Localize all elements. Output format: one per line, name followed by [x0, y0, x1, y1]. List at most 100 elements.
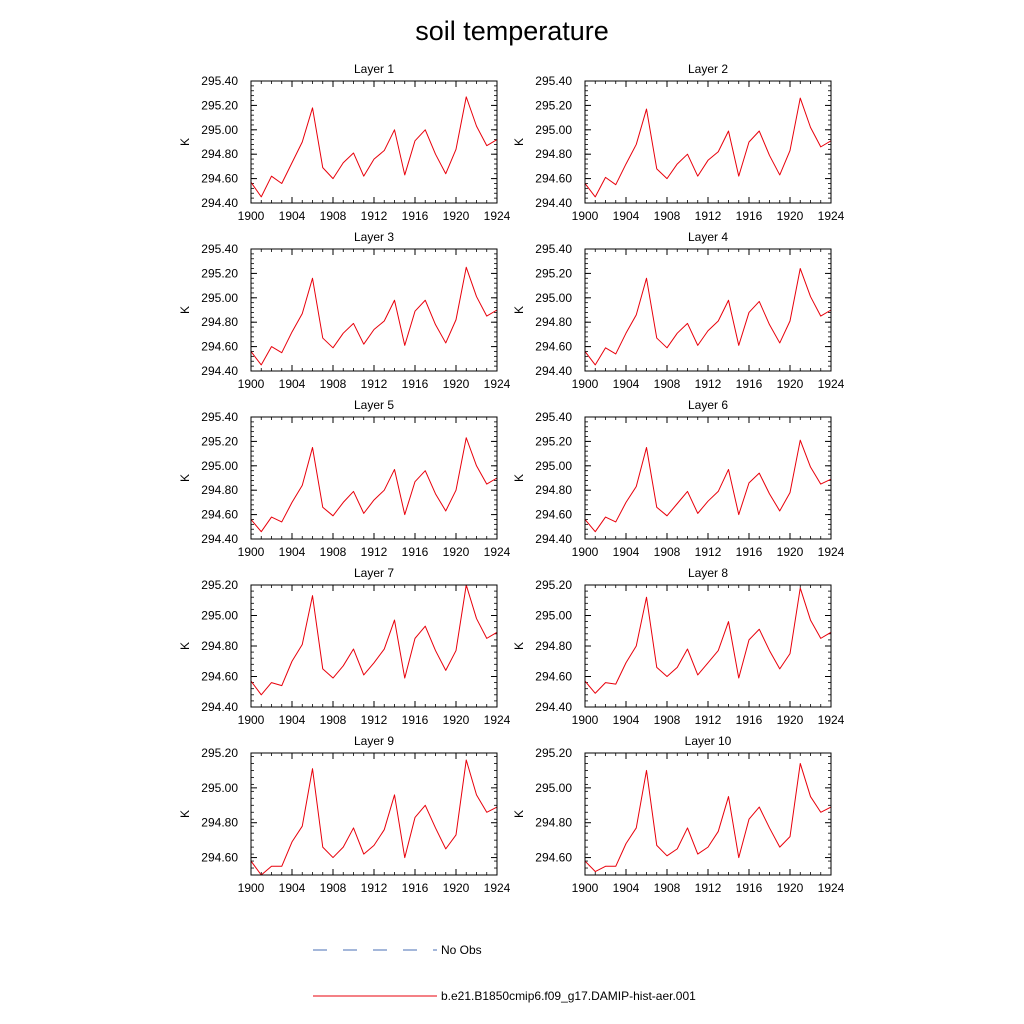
x-tick-label: 1916 — [402, 545, 429, 559]
y-tick-label: 294.60 — [535, 508, 572, 522]
x-tick-label: 1916 — [402, 881, 429, 895]
y-tick-label: 295.40 — [535, 410, 572, 424]
y-tick-label: 294.80 — [201, 147, 238, 161]
y-tick-label: 294.60 — [535, 340, 572, 354]
plot-frame — [250, 80, 498, 204]
y-tick-label: 294.80 — [535, 639, 572, 653]
x-tick-label: 1904 — [613, 881, 640, 895]
panel-8: Layer 8 K 1900 1904 1908 1912 1916 1920 1924 294.… — [512, 566, 845, 727]
x-tick-label: 1916 — [736, 545, 763, 559]
x-tick-label: 1916 — [402, 209, 429, 223]
y-tick-label: 295.00 — [201, 781, 238, 795]
x-tick-label: 1908 — [654, 545, 681, 559]
y-tick-label: 294.60 — [201, 670, 238, 684]
y-axis-label: K — [512, 810, 526, 818]
y-tick-label: 295.40 — [201, 74, 238, 88]
y-tick-label: 295.40 — [201, 410, 238, 424]
series-line — [584, 97, 832, 198]
y-tick-label: 294.80 — [201, 315, 238, 329]
x-tick-label: 1912 — [361, 209, 388, 223]
x-tick-label: 1904 — [279, 377, 306, 391]
series-line — [250, 96, 498, 198]
legend-obs-label: No Obs — [441, 943, 482, 957]
panel-10: Layer 10 K 1900 1904 1908 1912 1916 1920 1924 294… — [512, 734, 845, 895]
series-line — [250, 759, 498, 876]
panel-title: Layer 5 — [354, 398, 394, 412]
y-axis-label: K — [512, 138, 526, 146]
panel-title: Layer 2 — [688, 62, 728, 76]
y-tick-label: 295.00 — [535, 291, 572, 305]
plot-frame — [584, 416, 832, 540]
y-tick-label: 295.00 — [201, 459, 238, 473]
y-axis-label: K — [512, 306, 526, 314]
y-tick-label: 294.40 — [201, 196, 238, 210]
plot-frame — [584, 248, 832, 372]
y-axis-label: K — [512, 642, 526, 650]
x-tick-label: 1900 — [238, 377, 265, 391]
x-tick-label: 1912 — [361, 545, 388, 559]
series-line — [250, 266, 498, 366]
y-tick-label: 295.20 — [535, 578, 572, 592]
panel-title: Layer 10 — [685, 734, 732, 748]
x-tick-label: 1916 — [736, 713, 763, 727]
x-tick-label: 1916 — [736, 377, 763, 391]
y-tick-label: 294.80 — [535, 315, 572, 329]
x-tick-label: 1920 — [777, 881, 804, 895]
x-tick-label: 1924 — [818, 881, 845, 895]
y-tick-label: 294.60 — [535, 172, 572, 186]
x-tick-label: 1924 — [484, 377, 511, 391]
y-tick-label: 295.40 — [535, 74, 572, 88]
y-tick-label: 295.20 — [201, 434, 238, 448]
plot-frame — [584, 584, 832, 708]
y-tick-label: 295.20 — [535, 266, 572, 280]
x-tick-label: 1924 — [484, 881, 511, 895]
x-tick-label: 1920 — [777, 545, 804, 559]
x-tick-label: 1924 — [818, 545, 845, 559]
panel-title: Layer 4 — [688, 230, 728, 244]
y-axis-label: K — [178, 306, 192, 314]
y-tick-label: 295.00 — [201, 291, 238, 305]
plot-frame — [250, 752, 498, 876]
legend: No Obs b.e21.B1850cmip6.f09_g17.DAMIP-hi… — [313, 943, 696, 1003]
x-tick-label: 1912 — [695, 209, 722, 223]
y-axis-label: K — [178, 642, 192, 650]
panel-7: Layer 7 K 1900 1904 1908 1912 1916 1920 1924 294.… — [178, 566, 511, 727]
y-tick-label: 294.40 — [535, 196, 572, 210]
x-tick-label: 1912 — [695, 545, 722, 559]
x-tick-label: 1920 — [443, 209, 470, 223]
x-tick-label: 1904 — [613, 713, 640, 727]
x-tick-label: 1904 — [613, 545, 640, 559]
x-tick-label: 1924 — [484, 545, 511, 559]
y-tick-label: 294.40 — [201, 700, 238, 714]
y-tick-label: 295.40 — [535, 242, 572, 256]
y-tick-label: 294.80 — [535, 147, 572, 161]
x-tick-label: 1912 — [361, 881, 388, 895]
figure-title: soil temperature — [415, 16, 609, 46]
y-tick-label: 295.40 — [201, 242, 238, 256]
panel-title: Layer 6 — [688, 398, 728, 412]
y-axis-label: K — [512, 474, 526, 482]
x-tick-label: 1908 — [320, 881, 347, 895]
y-tick-label: 295.00 — [535, 123, 572, 137]
x-tick-label: 1904 — [613, 209, 640, 223]
panel-grid: Layer 1 K 1900 1904 1908 1912 1916 1920 1924 294.… — [178, 62, 845, 895]
x-tick-label: 1924 — [484, 209, 511, 223]
series-line — [584, 587, 832, 694]
x-tick-label: 1916 — [402, 377, 429, 391]
x-tick-label: 1904 — [279, 713, 306, 727]
x-tick-label: 1904 — [279, 881, 306, 895]
y-axis-label: K — [178, 810, 192, 818]
panel-title: Layer 9 — [354, 734, 394, 748]
y-tick-label: 294.40 — [201, 532, 238, 546]
x-tick-label: 1920 — [443, 377, 470, 391]
x-tick-label: 1908 — [320, 545, 347, 559]
x-tick-label: 1920 — [443, 545, 470, 559]
y-tick-label: 294.40 — [535, 532, 572, 546]
y-axis-label: K — [178, 474, 192, 482]
plot-frame — [250, 248, 498, 372]
plot-frame — [250, 416, 498, 540]
y-tick-label: 295.20 — [535, 98, 572, 112]
x-tick-label: 1900 — [572, 545, 599, 559]
x-tick-label: 1908 — [654, 209, 681, 223]
